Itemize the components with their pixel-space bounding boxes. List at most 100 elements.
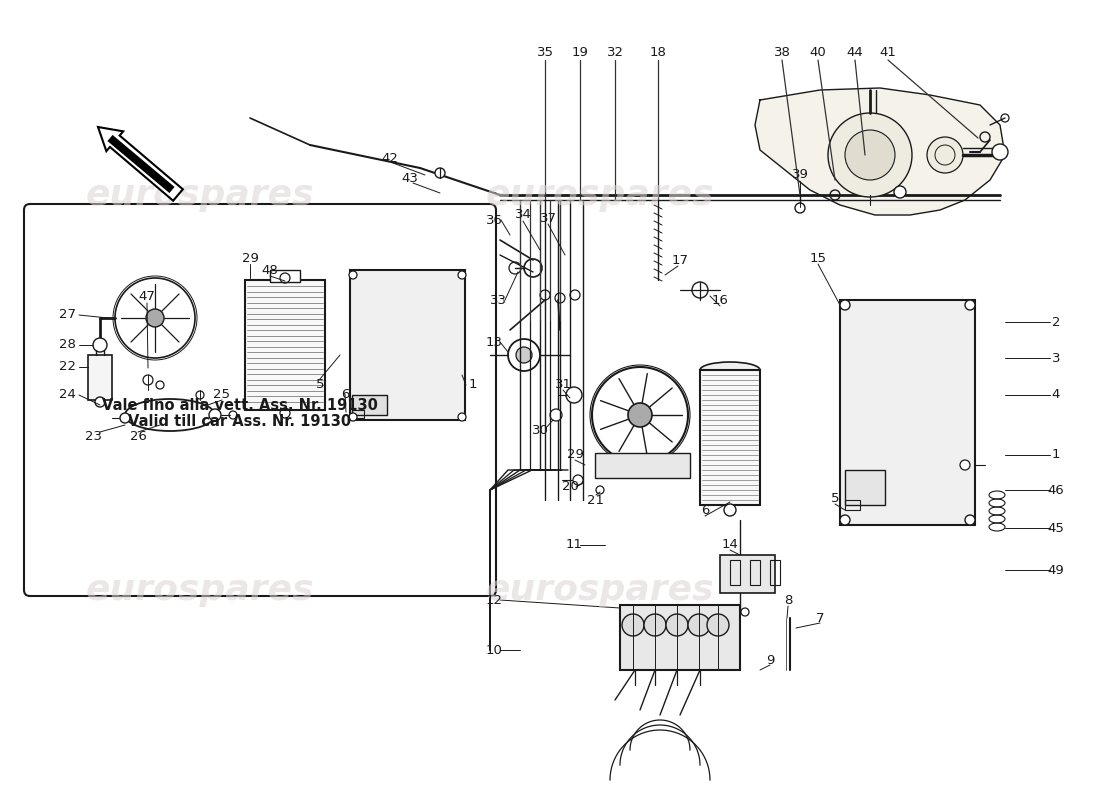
- Text: 31: 31: [554, 378, 572, 391]
- Bar: [620, 605, 740, 670]
- Circle shape: [828, 113, 912, 197]
- Text: Vale fino alla vett. Ass. Nr. 19130: Vale fino alla vett. Ass. Nr. 19130: [102, 398, 378, 413]
- Text: eurospares: eurospares: [486, 573, 714, 607]
- Circle shape: [516, 347, 532, 363]
- Text: 11: 11: [565, 538, 583, 551]
- Circle shape: [458, 413, 466, 421]
- Circle shape: [116, 278, 195, 358]
- Circle shape: [927, 137, 962, 173]
- Circle shape: [707, 614, 729, 636]
- Text: 43: 43: [402, 171, 418, 185]
- Circle shape: [349, 271, 358, 279]
- Text: 3: 3: [1052, 351, 1060, 365]
- Text: 37: 37: [539, 211, 557, 225]
- Circle shape: [209, 409, 221, 421]
- Polygon shape: [755, 88, 1005, 215]
- Text: 40: 40: [810, 46, 826, 58]
- Text: 1: 1: [1052, 449, 1060, 462]
- Text: 9: 9: [766, 654, 774, 666]
- Text: 23: 23: [85, 430, 101, 443]
- Bar: [245, 280, 324, 410]
- Circle shape: [550, 409, 562, 421]
- Text: eurospares: eurospares: [86, 573, 315, 607]
- Text: 27: 27: [58, 309, 76, 322]
- Circle shape: [120, 413, 130, 423]
- Text: 8: 8: [784, 594, 792, 606]
- Text: 10: 10: [485, 643, 503, 657]
- Circle shape: [992, 144, 1008, 160]
- Text: 2: 2: [1052, 315, 1060, 329]
- Circle shape: [524, 259, 542, 277]
- Text: 22: 22: [58, 361, 76, 374]
- Bar: [770, 560, 780, 585]
- Text: 28: 28: [58, 338, 76, 351]
- Circle shape: [596, 486, 604, 494]
- Text: 32: 32: [606, 46, 624, 58]
- Bar: [840, 300, 975, 525]
- Text: Valid till car Ass. Nr. 19130: Valid till car Ass. Nr. 19130: [129, 414, 352, 430]
- Ellipse shape: [700, 362, 760, 378]
- Circle shape: [724, 504, 736, 516]
- Text: 29: 29: [242, 251, 258, 265]
- Circle shape: [143, 375, 153, 385]
- Text: 38: 38: [773, 46, 791, 58]
- Circle shape: [592, 367, 688, 463]
- Bar: [845, 500, 860, 510]
- Text: 36: 36: [485, 214, 503, 226]
- Bar: [750, 560, 760, 585]
- Text: 13: 13: [485, 335, 503, 349]
- Text: 7: 7: [816, 611, 824, 625]
- FancyBboxPatch shape: [24, 204, 496, 596]
- Text: 19: 19: [572, 46, 588, 58]
- Bar: [595, 453, 690, 478]
- Text: 26: 26: [130, 430, 146, 443]
- Circle shape: [965, 515, 975, 525]
- Text: 15: 15: [810, 251, 826, 265]
- Text: 17: 17: [671, 254, 689, 266]
- Text: 46: 46: [1047, 483, 1065, 497]
- Circle shape: [840, 300, 850, 310]
- Bar: [88, 355, 112, 400]
- Text: 49: 49: [1047, 563, 1065, 577]
- Text: 6: 6: [701, 503, 710, 517]
- Circle shape: [840, 515, 850, 525]
- Circle shape: [95, 397, 104, 407]
- Text: 14: 14: [722, 538, 738, 551]
- Text: 4: 4: [1052, 389, 1060, 402]
- Circle shape: [573, 475, 583, 485]
- Circle shape: [621, 614, 643, 636]
- Text: 5: 5: [316, 378, 324, 391]
- Text: 25: 25: [213, 389, 231, 402]
- Circle shape: [894, 186, 906, 198]
- Text: 12: 12: [485, 594, 503, 606]
- Text: 16: 16: [712, 294, 728, 306]
- Circle shape: [845, 130, 895, 180]
- Bar: [720, 555, 775, 593]
- Circle shape: [795, 203, 805, 213]
- Text: 29: 29: [566, 449, 583, 462]
- Text: 21: 21: [587, 494, 605, 506]
- Circle shape: [458, 271, 466, 279]
- Text: 18: 18: [650, 46, 667, 58]
- Bar: [352, 410, 364, 418]
- FancyArrow shape: [98, 127, 183, 201]
- Circle shape: [349, 413, 358, 421]
- Circle shape: [156, 381, 164, 389]
- Text: eurospares: eurospares: [86, 178, 315, 212]
- Circle shape: [508, 339, 540, 371]
- Text: 6: 6: [341, 389, 349, 402]
- Circle shape: [965, 300, 975, 310]
- Text: 44: 44: [847, 46, 864, 58]
- Text: 30: 30: [531, 423, 549, 437]
- Bar: [270, 270, 300, 282]
- Bar: [350, 270, 465, 420]
- Text: 33: 33: [490, 294, 506, 306]
- Circle shape: [94, 338, 107, 352]
- Text: 45: 45: [1047, 522, 1065, 534]
- Bar: [700, 370, 760, 505]
- Text: 48: 48: [262, 263, 278, 277]
- Circle shape: [666, 614, 688, 636]
- Text: 42: 42: [382, 151, 398, 165]
- Bar: [845, 470, 886, 505]
- Text: eurospares: eurospares: [486, 178, 714, 212]
